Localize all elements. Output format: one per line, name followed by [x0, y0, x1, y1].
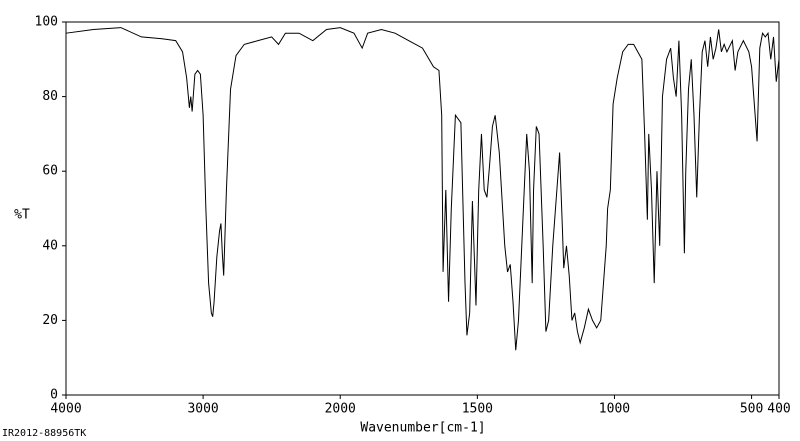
x-tick-label: 3000	[187, 402, 218, 417]
x-tick-label: 1500	[462, 402, 493, 417]
y-tick-label: 0	[50, 388, 58, 403]
footer: IR2012-88956TK	[2, 428, 86, 439]
plot-frame	[65, 21, 780, 396]
x-tick-label: 500	[740, 402, 763, 417]
x-tick-label: 2000	[325, 402, 356, 417]
y-axis-label: %T	[14, 208, 30, 223]
y-tick-label: 20	[42, 313, 58, 328]
x-tick-label: 1000	[599, 402, 630, 417]
y-tick-label: 100	[35, 15, 58, 30]
spectrum-line	[65, 27, 780, 351]
y-tick-label: 60	[42, 164, 58, 179]
x-axis-label: Wavenumber[cm-1]	[360, 421, 485, 436]
y-tick-label: 40	[42, 238, 58, 253]
x-tick-label: 4000	[50, 402, 81, 417]
y-tick-label: 80	[42, 89, 58, 104]
x-tick-label: 400	[767, 402, 790, 417]
